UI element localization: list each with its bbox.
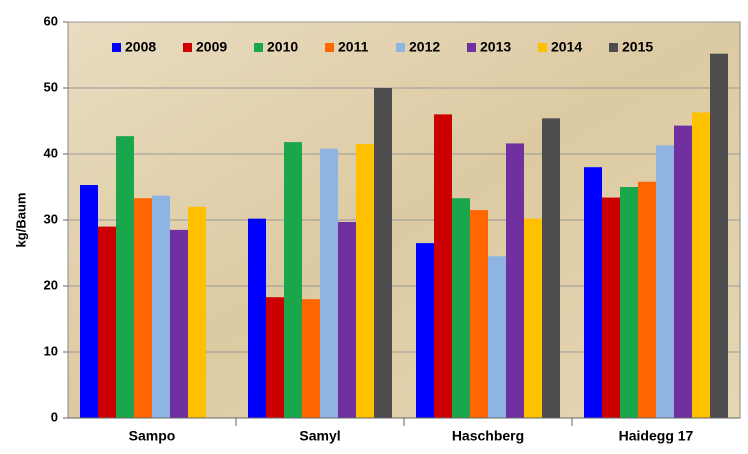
legend-swatch	[112, 43, 121, 52]
y-tick-label: 40	[44, 145, 58, 160]
bar	[170, 229, 188, 418]
bar	[488, 256, 506, 418]
legend-label: 2010	[267, 39, 298, 55]
legend-swatch	[183, 43, 192, 52]
bar	[674, 125, 692, 419]
bar	[338, 221, 356, 418]
bar	[284, 142, 302, 418]
bar	[452, 198, 470, 418]
bar	[98, 226, 116, 418]
bar	[620, 187, 638, 418]
bar	[188, 206, 206, 418]
bar	[134, 198, 152, 418]
legend-label: 2014	[551, 39, 582, 55]
y-tick-label: 20	[44, 277, 58, 292]
y-tick-label: 50	[44, 79, 58, 94]
bar	[506, 143, 524, 418]
bar	[584, 167, 602, 418]
legend-swatch	[609, 43, 618, 52]
legend-label: 2015	[622, 39, 653, 55]
bar	[602, 197, 620, 418]
bar	[692, 112, 710, 419]
y-tick-label: 30	[44, 211, 58, 226]
bar	[320, 148, 338, 418]
legend-swatch	[254, 43, 263, 52]
x-tick-label: Haidegg 17	[619, 428, 694, 444]
bar	[80, 185, 98, 418]
x-tick-label: Samyl	[299, 428, 340, 444]
bar	[356, 144, 374, 418]
bar	[416, 243, 434, 418]
legend-swatch	[467, 43, 476, 52]
legend-swatch	[325, 43, 334, 52]
y-tick-label: 60	[44, 13, 58, 28]
bar	[434, 114, 452, 419]
legend-swatch	[538, 43, 547, 52]
legend-label: 2008	[125, 39, 156, 55]
legend-label: 2013	[480, 39, 511, 55]
legend-label: 2012	[409, 39, 440, 55]
bar	[302, 299, 320, 418]
bar	[248, 218, 266, 418]
bar	[152, 195, 170, 418]
bar	[524, 218, 542, 418]
bar	[266, 297, 284, 418]
legend-label: 2009	[196, 39, 227, 55]
bar	[710, 53, 728, 419]
y-tick-label: 10	[44, 343, 58, 358]
legend-swatch	[396, 43, 405, 52]
bar	[656, 145, 674, 419]
x-tick-label: Haschberg	[452, 428, 524, 444]
legend-label: 2011	[338, 39, 369, 55]
bar	[470, 210, 488, 418]
bar	[542, 118, 560, 419]
y-tick-label: 0	[51, 409, 58, 424]
y-axis-label: kg/Baum	[13, 193, 28, 248]
bar	[116, 136, 134, 418]
bar	[374, 88, 392, 418]
bar	[638, 181, 656, 418]
x-tick-label: Sampo	[129, 428, 176, 444]
